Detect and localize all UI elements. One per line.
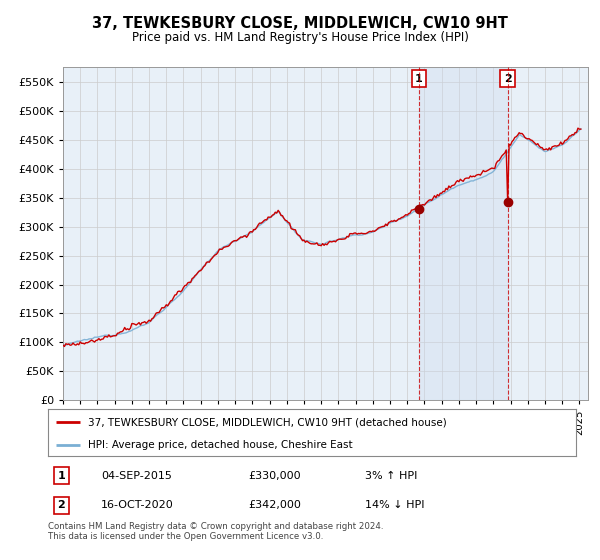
Text: 2: 2 — [58, 500, 65, 510]
Text: £342,000: £342,000 — [248, 500, 302, 510]
Text: Price paid vs. HM Land Registry's House Price Index (HPI): Price paid vs. HM Land Registry's House … — [131, 31, 469, 44]
Bar — [419, 67, 508, 400]
Text: 16-OCT-2020: 16-OCT-2020 — [101, 500, 173, 510]
Text: £330,000: £330,000 — [248, 470, 301, 480]
Text: 1: 1 — [415, 74, 422, 84]
Text: 14% ↓ HPI: 14% ↓ HPI — [365, 500, 424, 510]
Text: 2: 2 — [504, 74, 511, 84]
Text: 37, TEWKESBURY CLOSE, MIDDLEWICH, CW10 9HT: 37, TEWKESBURY CLOSE, MIDDLEWICH, CW10 9… — [92, 16, 508, 31]
Text: 04-SEP-2015: 04-SEP-2015 — [101, 470, 172, 480]
Text: 1: 1 — [58, 470, 65, 480]
Text: Contains HM Land Registry data © Crown copyright and database right 2024.
This d: Contains HM Land Registry data © Crown c… — [48, 522, 383, 542]
Text: HPI: Average price, detached house, Cheshire East: HPI: Average price, detached house, Ches… — [88, 440, 352, 450]
Text: 3% ↑ HPI: 3% ↑ HPI — [365, 470, 417, 480]
Text: 37, TEWKESBURY CLOSE, MIDDLEWICH, CW10 9HT (detached house): 37, TEWKESBURY CLOSE, MIDDLEWICH, CW10 9… — [88, 417, 446, 427]
